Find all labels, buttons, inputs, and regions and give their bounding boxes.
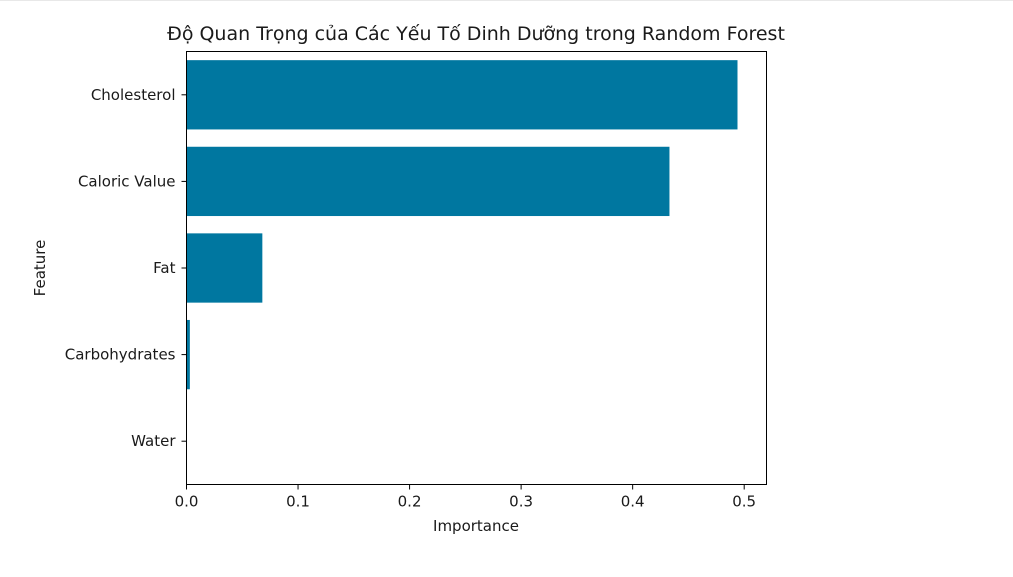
x-axis-label: Importance: [433, 517, 519, 535]
bar-cholesterol: [186, 60, 738, 130]
x-tick-label: 0.2: [398, 493, 422, 511]
y-tick-label: Caloric Value: [78, 172, 176, 190]
y-tick-label: Cholesterol: [91, 86, 176, 104]
y-tick-label: Fat: [153, 259, 175, 277]
y-tick-label: Water: [131, 432, 176, 450]
bars-group: [186, 60, 738, 390]
x-ticks-group: 0.0 0.1 0.2 0.3 0.4 0.5: [175, 484, 756, 511]
x-tick-label: 0.1: [286, 493, 310, 511]
x-tick-label: 0.4: [621, 493, 645, 511]
top-divider: [0, 0, 1013, 1]
y-ticks-group: Cholesterol Caloric Value Fat Carbohydrates…: [65, 86, 187, 450]
chart-title: Độ Quan Trọng của Các Yếu Tố Dinh Dưỡng …: [167, 23, 785, 45]
bar-carbohydrates: [186, 319, 190, 390]
y-tick-label: Carbohydrates: [65, 346, 176, 364]
bar-fat: [186, 233, 263, 303]
y-axis-label: Feature: [31, 240, 49, 297]
bar-caloric-value: [186, 146, 670, 217]
plot-frame: [186, 51, 767, 485]
x-tick-label: 0.3: [509, 493, 533, 511]
x-tick-label: 0.5: [732, 493, 756, 511]
x-tick-label: 0.0: [175, 493, 199, 511]
